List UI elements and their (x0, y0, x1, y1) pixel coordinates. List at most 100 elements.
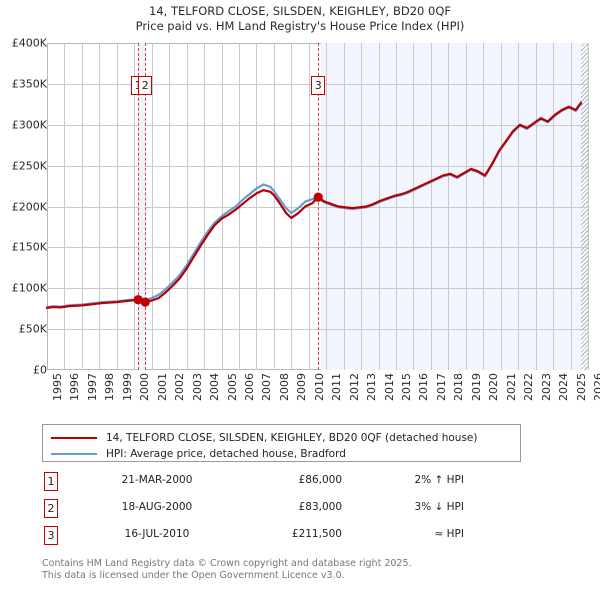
gridline-vertical (571, 43, 572, 370)
x-tick-label: 2008 (277, 373, 291, 401)
x-tick-label: 2010 (312, 373, 326, 401)
gridline-vertical (99, 43, 100, 370)
table-row: 1 21-MAR-2000 £86,000 2% ↑ HPI (42, 470, 512, 497)
gridline-vertical (64, 43, 65, 370)
y-tick-label: £150K (11, 240, 47, 254)
chart-plot-area (45, 43, 589, 370)
txn-index-badge-2: 2 (44, 499, 58, 518)
x-tick-label: 1998 (103, 373, 117, 401)
x-tick-label: 2018 (452, 373, 466, 401)
y-tick-label: £200K (11, 200, 47, 213)
txn-date-1: 21-MAR-2000 (121, 474, 193, 486)
gridline-vertical (431, 43, 432, 370)
event-line-1 (138, 43, 140, 370)
x-tick-label: 2023 (539, 373, 553, 401)
y-tick-label: £50K (18, 322, 47, 336)
table-row: 2 18-AUG-2000 £83,000 3% ↓ HPI (42, 497, 512, 524)
copyright-footer: Contains HM Land Registry data © Crown c… (42, 558, 562, 582)
x-tick-label: 1996 (68, 373, 82, 401)
table-row: 3 16-JUL-2010 £211,500 ≈ HPI (42, 524, 512, 551)
x-tick-label: 2017 (434, 373, 448, 401)
gridline-vertical (501, 43, 502, 370)
gridline-vertical (396, 43, 397, 370)
x-tick-label: 1995 (51, 373, 64, 401)
transactions-table: 1 21-MAR-2000 £86,000 2% ↑ HPI 2 18-AUG-… (42, 470, 512, 551)
y-tick-label: £350K (11, 77, 47, 91)
x-tick-label: 2000 (138, 373, 152, 401)
gridline-horizontal (47, 207, 588, 208)
x-tick-label: 2004 (208, 373, 222, 401)
y-axis-labels: £0 £50K £100K £150K £200K £250K £300K £350K £400… (0, 37, 600, 377)
gridline-vertical (518, 43, 519, 370)
gridline-vertical (256, 43, 257, 370)
gridline-vertical (536, 43, 537, 370)
x-tick-label: 2005 (225, 373, 239, 401)
gridline-vertical (326, 43, 327, 370)
gridline-vertical (448, 43, 449, 370)
x-tick-label: 1999 (120, 373, 134, 401)
chart-series-lines (45, 101, 583, 309)
gridline-vertical (117, 43, 118, 370)
y-tick-label: £250K (11, 159, 47, 173)
gridline-vertical (187, 43, 188, 370)
txn-index-badge-3: 3 (44, 526, 58, 545)
txn-index-badge-1: 1 (44, 472, 58, 491)
x-tick-label: 2007 (260, 373, 274, 401)
gridline-vertical (82, 43, 83, 370)
x-tick-label: 2012 (347, 373, 361, 401)
gridline-vertical (204, 43, 205, 370)
legend-item-hpi: HPI: Average price, detached house, Brad… (51, 445, 346, 462)
txn-date-2: 18-AUG-2000 (121, 501, 193, 513)
legend-label-property: 14, TELFORD CLOSE, SILSDEN, KEIGHLEY, BD… (106, 431, 478, 444)
txn-price-1: £86,000 (298, 474, 342, 486)
gridline-vertical (169, 43, 170, 370)
x-tick-label: 2013 (365, 373, 379, 401)
x-tick-label: 2003 (190, 373, 204, 401)
event-line-2 (145, 43, 147, 370)
y-tick-label: £100K (11, 281, 47, 295)
txn-hpi-delta-1: 2% ↑ HPI (414, 474, 464, 486)
x-tick-label: 2002 (173, 373, 187, 401)
legend-swatch-property (51, 436, 97, 439)
x-tick-label: 2014 (382, 373, 396, 401)
hatched-edge-band (581, 43, 588, 370)
sale-point-2[interactable] (140, 297, 150, 307)
y-tick-label: £400K (11, 36, 47, 50)
x-tick-label: 2022 (522, 373, 536, 401)
txn-hpi-delta-2: 3% ↓ HPI (414, 501, 464, 513)
gridline-vertical (274, 43, 275, 370)
footer-line-2: This data is licensed under the Open Gov… (42, 570, 345, 581)
txn-price-3: £211,500 (291, 528, 342, 540)
x-tick-label: 2006 (242, 373, 256, 401)
title-line-1: 14, TELFORD CLOSE, SILSDEN, KEIGHLEY, BD… (149, 4, 451, 18)
txn-price-2: £83,000 (298, 501, 342, 513)
x-tick-label: 2011 (330, 373, 344, 401)
x-tick-label: 2026 (592, 373, 600, 401)
legend-swatch-hpi (51, 452, 97, 455)
gridline-vertical (134, 43, 135, 370)
sale-point-3[interactable] (313, 192, 323, 202)
gridline-horizontal (47, 247, 588, 248)
page-title: 14, TELFORD CLOSE, SILSDEN, KEIGHLEY, BD… (0, 4, 600, 34)
footer-line-1: Contains HM Land Registry data © Crown c… (42, 558, 412, 569)
x-tick-label: 2001 (155, 373, 169, 401)
x-tick-label: 2015 (400, 373, 414, 401)
marker-box-3[interactable]: 3 (311, 76, 326, 95)
gridline-vertical (379, 43, 380, 370)
y-tick-label: £0 (33, 363, 47, 377)
legend-item-property: 14, TELFORD CLOSE, SILSDEN, KEIGHLEY, BD… (51, 429, 477, 446)
gridline-horizontal (47, 329, 588, 330)
gridline-vertical (309, 43, 310, 370)
x-tick-label: 2025 (574, 373, 588, 401)
sale-point-1[interactable] (133, 295, 143, 305)
x-tick-label: 2009 (295, 373, 309, 401)
gridline-vertical (483, 43, 484, 370)
x-tick-label: 2016 (417, 373, 431, 401)
y-tick-label: £300K (11, 118, 47, 132)
marker-box-2[interactable]: 2 (138, 76, 153, 95)
gridline-vertical (413, 43, 414, 370)
txn-date-3: 16-JUL-2010 (124, 528, 190, 540)
x-axis-labels: 1995 1996 1997 1998 1999 2000 2001 2002 2003 2004… (47, 373, 600, 421)
chart-legend: 14, TELFORD CLOSE, SILSDEN, KEIGHLEY, BD… (42, 424, 521, 462)
